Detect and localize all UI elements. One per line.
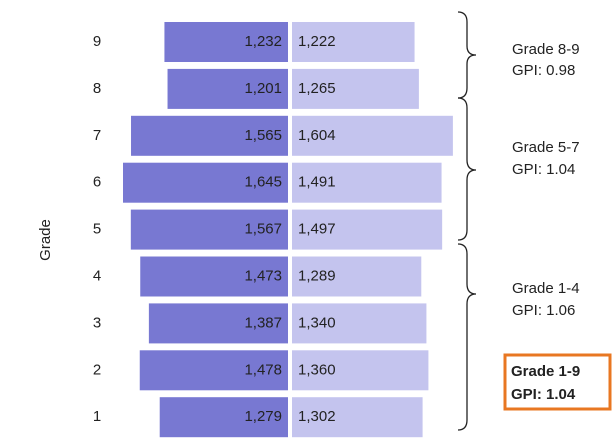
- brace: [457, 243, 477, 431]
- category-label: 2: [93, 361, 101, 378]
- value-label: 1,387: [244, 314, 282, 331]
- category-label: 5: [93, 221, 101, 238]
- bar: [292, 256, 422, 297]
- category-label: 6: [93, 174, 101, 191]
- group-label: Grade 5-7: [512, 139, 580, 156]
- bar: [139, 350, 288, 391]
- value-label: 1,491: [298, 174, 336, 191]
- bar: [292, 350, 429, 391]
- brace: [457, 11, 477, 99]
- value-label: 1,302: [298, 408, 336, 425]
- value-label: 1,265: [298, 80, 336, 97]
- axis-label: Grade: [37, 219, 54, 261]
- value-label: 1,289: [298, 267, 336, 284]
- bar: [148, 303, 288, 344]
- category-label: 1: [93, 408, 101, 425]
- bar: [140, 256, 288, 297]
- bar: [167, 68, 288, 109]
- gpi-label: GPI: 1.06: [512, 302, 575, 319]
- bar: [123, 162, 288, 203]
- value-label: 1,340: [298, 314, 336, 331]
- highlight-box: [503, 353, 612, 411]
- group-label: Grade 1-4: [512, 280, 580, 297]
- bar: [164, 22, 288, 62]
- value-label: 1,478: [244, 361, 282, 378]
- brace: [457, 97, 477, 241]
- bar: [130, 209, 288, 250]
- value-label: 1,565: [244, 127, 282, 144]
- bar: [159, 397, 288, 438]
- bar: [292, 68, 419, 109]
- bar: [292, 162, 442, 203]
- bar: [292, 397, 423, 438]
- bar: [292, 303, 427, 344]
- bar: [292, 115, 453, 156]
- category-label: 3: [93, 314, 101, 331]
- highlight-gpi: GPI: 1.04: [511, 386, 576, 403]
- value-label: 1,360: [298, 361, 336, 378]
- value-label: 1,279: [244, 408, 282, 425]
- category-label: 9: [93, 33, 101, 50]
- value-label: 1,222: [298, 33, 336, 50]
- value-label: 1,645: [244, 174, 282, 191]
- category-label: 7: [93, 127, 101, 144]
- highlight-group: Grade 1-9: [511, 363, 580, 380]
- bar: [292, 209, 443, 250]
- gpi-label: GPI: 0.98: [512, 62, 575, 79]
- value-label: 1,201: [244, 80, 282, 97]
- bar: [131, 115, 288, 156]
- value-label: 1,232: [244, 33, 282, 50]
- value-label: 1,497: [298, 221, 336, 238]
- category-label: 4: [93, 267, 101, 284]
- value-label: 1,567: [244, 221, 282, 238]
- gpi-label: GPI: 1.04: [512, 161, 575, 178]
- value-label: 1,473: [244, 267, 282, 284]
- bar: [292, 22, 415, 62]
- group-label: Grade 8-9: [512, 41, 580, 58]
- category-label: 8: [93, 80, 101, 97]
- value-label: 1,604: [298, 127, 336, 144]
